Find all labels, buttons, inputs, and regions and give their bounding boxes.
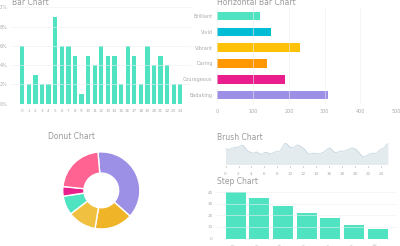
Bar: [80, 94, 84, 104]
Wedge shape: [95, 202, 130, 229]
Bar: [158, 56, 163, 104]
Wedge shape: [63, 186, 84, 196]
Bar: [217, 59, 268, 68]
Bar: [217, 28, 271, 36]
Bar: [226, 192, 246, 239]
Text: Bar Chart: Bar Chart: [12, 0, 49, 7]
Text: Horizontal Bar Chart: Horizontal Bar Chart: [217, 0, 296, 7]
Bar: [249, 198, 269, 239]
Text: Brush Chart: Brush Chart: [217, 133, 263, 142]
Bar: [217, 43, 300, 52]
Bar: [126, 46, 130, 104]
Bar: [368, 229, 388, 239]
Bar: [46, 84, 51, 104]
Bar: [60, 46, 64, 104]
Text: Donut Chart: Donut Chart: [48, 133, 95, 141]
Bar: [33, 75, 38, 104]
Bar: [152, 65, 156, 104]
Bar: [320, 218, 340, 239]
Bar: [178, 84, 182, 104]
Bar: [27, 84, 31, 104]
Bar: [217, 75, 285, 84]
Bar: [165, 65, 169, 104]
Bar: [20, 46, 24, 104]
Wedge shape: [71, 201, 98, 229]
Bar: [112, 56, 117, 104]
Wedge shape: [63, 193, 88, 214]
Bar: [344, 225, 364, 239]
Bar: [145, 46, 150, 104]
Bar: [66, 46, 70, 104]
Bar: [40, 84, 44, 104]
Bar: [73, 56, 77, 104]
Bar: [92, 65, 97, 104]
Bar: [172, 84, 176, 104]
Text: Step Chart: Step Chart: [217, 177, 258, 186]
Bar: [119, 84, 123, 104]
Bar: [132, 56, 136, 104]
Bar: [53, 17, 57, 104]
Bar: [99, 46, 104, 104]
Bar: [217, 91, 328, 99]
Bar: [217, 12, 260, 20]
Bar: [86, 56, 90, 104]
Bar: [106, 56, 110, 104]
Bar: [273, 206, 293, 239]
Bar: [297, 213, 317, 239]
Wedge shape: [98, 152, 140, 216]
Wedge shape: [63, 152, 100, 189]
Bar: [139, 84, 143, 104]
